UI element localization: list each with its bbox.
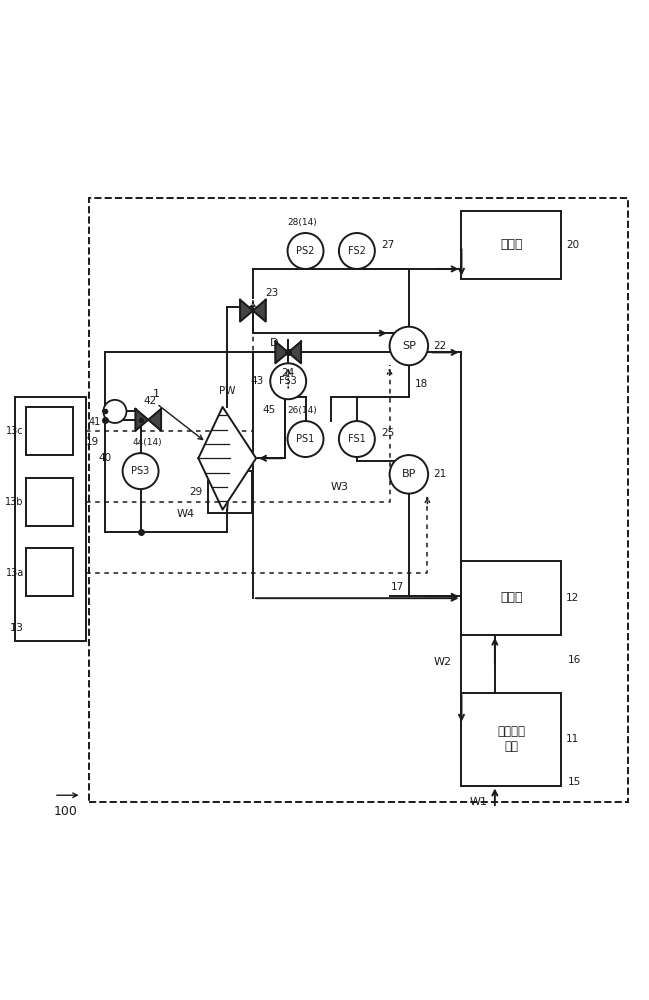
- Text: 13b: 13b: [5, 497, 24, 507]
- Text: 29: 29: [190, 487, 203, 497]
- Text: W3: W3: [330, 482, 349, 492]
- Polygon shape: [199, 407, 256, 510]
- Text: 1: 1: [153, 389, 160, 399]
- Text: W1: W1: [469, 797, 487, 807]
- Text: 41: 41: [88, 417, 101, 427]
- Text: 18: 18: [415, 379, 428, 389]
- Text: PS3: PS3: [132, 466, 150, 476]
- Text: 13: 13: [10, 623, 24, 633]
- Circle shape: [288, 421, 323, 457]
- Text: 20: 20: [566, 240, 579, 250]
- Text: 43: 43: [251, 376, 263, 386]
- Text: 25: 25: [381, 428, 395, 438]
- Text: 13c: 13c: [6, 426, 24, 436]
- Text: 45: 45: [263, 405, 276, 415]
- Text: W2: W2: [434, 657, 452, 667]
- Text: PS1: PS1: [297, 434, 315, 444]
- Circle shape: [270, 363, 306, 399]
- Text: FS3: FS3: [279, 376, 297, 386]
- Text: 24: 24: [282, 368, 295, 378]
- Circle shape: [103, 400, 127, 423]
- Text: 16: 16: [567, 655, 581, 665]
- Text: 贮存槽: 贮存槽: [500, 238, 522, 251]
- Text: 42: 42: [143, 396, 157, 406]
- Circle shape: [288, 233, 323, 269]
- Bar: [461, 561, 561, 635]
- Text: 44(14): 44(14): [132, 438, 162, 447]
- Text: 28(14): 28(14): [288, 218, 317, 227]
- Bar: [208, 471, 252, 513]
- Circle shape: [389, 327, 428, 365]
- Text: PS2: PS2: [297, 246, 315, 256]
- Bar: [16, 397, 86, 641]
- Text: 15: 15: [567, 777, 581, 787]
- Polygon shape: [148, 409, 161, 431]
- Text: FS2: FS2: [348, 246, 366, 256]
- Text: 27: 27: [381, 240, 395, 250]
- Text: BP: BP: [402, 469, 416, 479]
- Text: PW: PW: [219, 386, 235, 396]
- Text: 生物处理
水槽: 生物处理 水槽: [497, 725, 525, 753]
- Bar: [27, 478, 73, 526]
- Bar: [27, 407, 73, 455]
- Circle shape: [123, 453, 158, 489]
- Text: 40: 40: [99, 453, 112, 463]
- Text: D: D: [270, 338, 278, 348]
- Text: 11: 11: [566, 734, 580, 744]
- Text: 22: 22: [434, 341, 447, 351]
- Polygon shape: [253, 300, 265, 322]
- Text: 19: 19: [86, 437, 99, 447]
- Circle shape: [339, 233, 375, 269]
- Circle shape: [389, 455, 428, 494]
- Text: 21: 21: [434, 469, 447, 479]
- Circle shape: [339, 421, 375, 457]
- Text: 100: 100: [54, 805, 78, 818]
- Polygon shape: [240, 300, 253, 322]
- Text: 12: 12: [566, 593, 580, 603]
- Text: 23: 23: [265, 288, 279, 298]
- Polygon shape: [288, 341, 301, 363]
- Bar: [461, 693, 561, 786]
- Text: 26(14): 26(14): [288, 406, 317, 415]
- Text: FS1: FS1: [348, 434, 366, 444]
- Bar: [461, 211, 561, 279]
- Polygon shape: [275, 341, 288, 363]
- Text: SP: SP: [402, 341, 416, 351]
- Text: 17: 17: [391, 582, 404, 592]
- Bar: [90, 198, 628, 802]
- Bar: [27, 548, 73, 596]
- Text: W4: W4: [177, 509, 195, 519]
- Text: 13a: 13a: [6, 568, 24, 578]
- Polygon shape: [136, 409, 148, 431]
- Text: 原水槽: 原水槽: [500, 591, 522, 604]
